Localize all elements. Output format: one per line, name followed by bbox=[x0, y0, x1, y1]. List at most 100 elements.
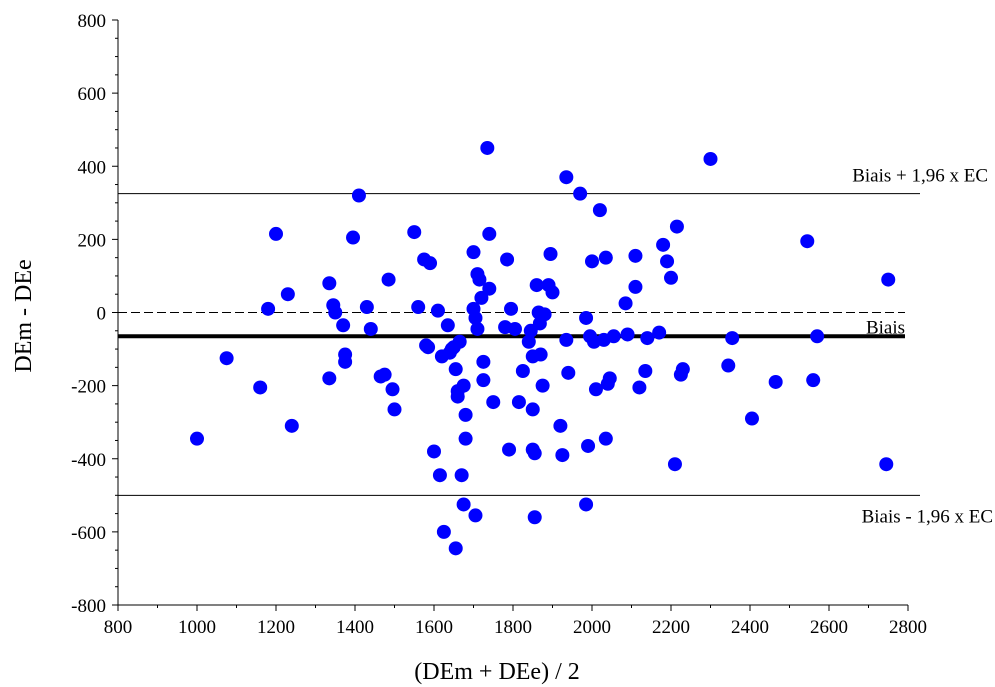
data-point bbox=[482, 227, 496, 241]
data-point bbox=[810, 329, 824, 343]
data-point bbox=[388, 402, 402, 416]
data-point bbox=[881, 273, 895, 287]
data-point bbox=[538, 307, 552, 321]
y-tick-label: 0 bbox=[97, 304, 107, 325]
data-point bbox=[579, 497, 593, 511]
data-point bbox=[806, 373, 820, 387]
data-point bbox=[352, 189, 366, 203]
data-point bbox=[346, 231, 360, 245]
x-tick-label: 2000 bbox=[573, 617, 611, 638]
data-point bbox=[253, 380, 267, 394]
data-point bbox=[382, 273, 396, 287]
data-point bbox=[336, 318, 350, 332]
x-tick-label: 800 bbox=[104, 617, 133, 638]
data-point bbox=[593, 203, 607, 217]
data-point bbox=[536, 379, 550, 393]
reference-line-label-0: Biais + 1,96 x EC bbox=[852, 166, 988, 187]
data-point bbox=[619, 296, 633, 310]
data-point bbox=[427, 444, 441, 458]
data-point bbox=[453, 335, 467, 349]
data-point bbox=[581, 439, 595, 453]
data-point bbox=[437, 525, 451, 539]
data-point bbox=[433, 468, 447, 482]
data-point bbox=[516, 364, 530, 378]
data-point bbox=[879, 457, 893, 471]
x-tick-label: 2600 bbox=[810, 617, 848, 638]
data-point bbox=[459, 432, 473, 446]
data-point bbox=[261, 302, 275, 316]
y-tick-label: 400 bbox=[78, 157, 107, 178]
data-point bbox=[725, 331, 739, 345]
x-tick-label: 1000 bbox=[178, 617, 216, 638]
y-axis-title: DEm - DEe bbox=[11, 259, 37, 372]
x-tick-label: 2200 bbox=[652, 617, 690, 638]
data-point bbox=[480, 141, 494, 155]
x-tick-label: 1600 bbox=[415, 617, 453, 638]
data-point bbox=[656, 238, 670, 252]
data-point bbox=[599, 251, 613, 265]
data-point bbox=[411, 300, 425, 314]
reference-lines: Biais + 1,96 x EC Biais Biais - 1,96 x EC bbox=[118, 166, 993, 528]
data-point bbox=[555, 448, 569, 462]
data-point bbox=[468, 508, 482, 522]
data-point bbox=[745, 412, 759, 426]
data-points bbox=[190, 141, 895, 555]
reference-line-label-3: Biais - 1,96 x EC bbox=[862, 506, 993, 527]
data-point bbox=[407, 225, 421, 239]
data-point bbox=[573, 187, 587, 201]
data-point bbox=[328, 306, 342, 320]
data-point bbox=[559, 333, 573, 347]
data-point bbox=[676, 362, 690, 376]
y-tick-label: -600 bbox=[71, 523, 106, 544]
data-point bbox=[470, 322, 484, 336]
data-point bbox=[660, 254, 674, 268]
data-point bbox=[500, 252, 514, 266]
data-point bbox=[544, 247, 558, 261]
data-point bbox=[449, 362, 463, 376]
data-point bbox=[546, 285, 560, 299]
y-tick-label: -800 bbox=[71, 596, 106, 617]
data-point bbox=[628, 249, 642, 263]
data-point bbox=[190, 432, 204, 446]
data-point bbox=[467, 245, 481, 259]
data-point bbox=[285, 419, 299, 433]
data-point bbox=[449, 541, 463, 555]
data-point bbox=[338, 355, 352, 369]
data-point bbox=[607, 329, 621, 343]
data-point bbox=[457, 497, 471, 511]
data-point bbox=[534, 348, 548, 362]
data-point bbox=[281, 287, 295, 301]
data-point bbox=[621, 327, 635, 341]
data-point bbox=[378, 368, 392, 382]
data-point bbox=[386, 382, 400, 396]
data-point bbox=[526, 402, 540, 416]
y-tick-label: 800 bbox=[78, 11, 107, 32]
data-point bbox=[579, 311, 593, 325]
data-point bbox=[553, 419, 567, 433]
x-tick-label: 2400 bbox=[731, 617, 769, 638]
x-axis-title: (DEm + DEe) / 2 bbox=[414, 659, 580, 685]
reference-line-label-2: Biais bbox=[866, 317, 905, 338]
data-point bbox=[476, 355, 490, 369]
data-point bbox=[652, 326, 666, 340]
data-point bbox=[269, 227, 283, 241]
data-point bbox=[508, 322, 522, 336]
data-point bbox=[486, 395, 500, 409]
y-tick-label: -200 bbox=[71, 377, 106, 398]
data-point bbox=[704, 152, 718, 166]
data-point bbox=[504, 302, 518, 316]
data-point bbox=[431, 304, 445, 318]
data-point bbox=[559, 170, 573, 184]
data-point bbox=[603, 371, 617, 385]
data-point bbox=[455, 468, 469, 482]
data-point bbox=[441, 318, 455, 332]
x-tick-label: 2800 bbox=[889, 617, 927, 638]
data-point bbox=[638, 364, 652, 378]
y-tick-label: 600 bbox=[78, 84, 107, 105]
data-point bbox=[457, 379, 471, 393]
data-point bbox=[632, 380, 646, 394]
data-point bbox=[628, 280, 642, 294]
data-point bbox=[476, 373, 490, 387]
data-point bbox=[585, 254, 599, 268]
data-point bbox=[664, 271, 678, 285]
